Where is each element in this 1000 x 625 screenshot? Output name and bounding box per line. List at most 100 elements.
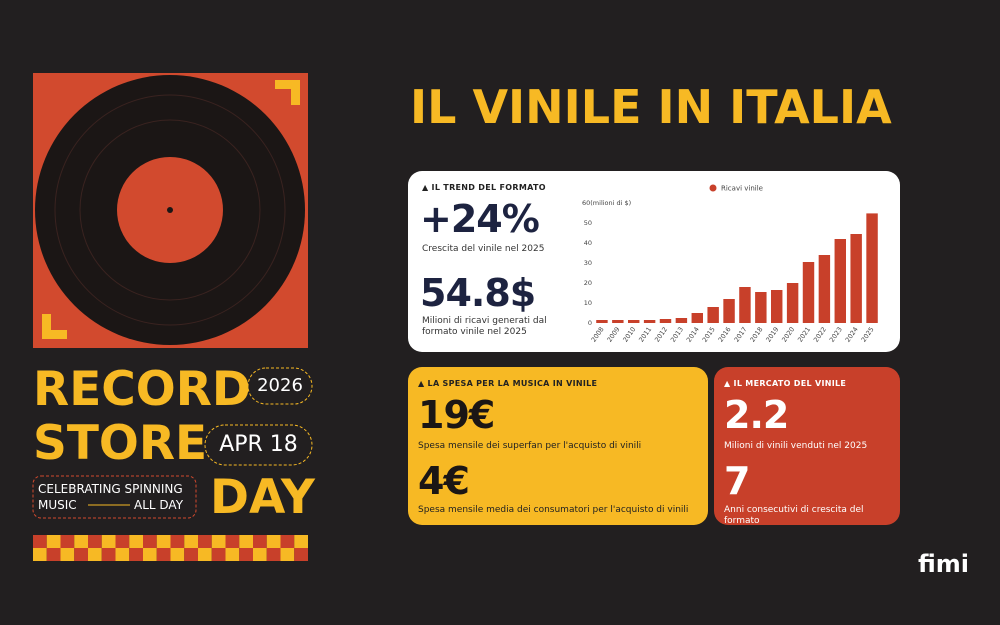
heading-text: LA SPESA PER LA MUSICA IN VINILE — [427, 379, 598, 388]
x-tick-label: 2014 — [685, 326, 701, 344]
desc: Spesa mensile media dei consumatori per … — [418, 505, 689, 515]
check — [170, 535, 185, 548]
tagline: ALL DAY — [134, 498, 184, 512]
date: APR 18 — [219, 432, 298, 457]
check — [184, 548, 198, 561]
check — [101, 535, 116, 548]
x-tick-label: 2012 — [653, 326, 669, 344]
heading-text: IL TREND DEL FORMATO — [431, 183, 546, 192]
bar — [612, 320, 624, 323]
x-tick-label: 2016 — [717, 326, 733, 344]
x-tick-label: 2009 — [605, 326, 621, 344]
x-tick-label: 2008 — [590, 326, 606, 344]
check — [129, 535, 143, 548]
x-tick-label: 2013 — [669, 326, 685, 344]
check — [198, 535, 212, 548]
desc: Milioni di ricavi generati dal formato v… — [422, 316, 547, 337]
title: IL VINILE IN ITALIA — [410, 80, 892, 134]
stat: 7 — [724, 459, 750, 503]
y-tick-label: 30 — [584, 259, 592, 267]
bar — [818, 255, 831, 323]
check — [60, 535, 75, 548]
tagline: CELEBRATING SPINNING — [38, 482, 183, 496]
y-tick-label: 50 — [584, 219, 592, 227]
x-tick-label: 2023 — [828, 326, 844, 344]
y-tick-label: 10 — [584, 299, 592, 307]
check — [239, 548, 253, 561]
x-tick-label: 2010 — [621, 326, 637, 344]
bar — [755, 292, 767, 323]
bar — [739, 287, 751, 323]
year: 2026 — [257, 375, 303, 396]
heading: ▲ LA SPESA PER LA MUSICA IN VINILE — [418, 379, 598, 388]
bar — [643, 320, 656, 323]
check — [266, 548, 281, 561]
poster-word: RECORD — [33, 362, 251, 417]
check — [253, 548, 267, 561]
check — [60, 548, 75, 561]
y-tick-label: 20 — [584, 279, 592, 287]
check — [33, 548, 47, 561]
desc: Milioni di vinili venduti nel 2025 — [724, 441, 868, 451]
poster-word: DAY — [210, 470, 315, 525]
bar — [628, 320, 640, 323]
tagline-box — [32, 475, 197, 519]
check — [225, 535, 240, 548]
stat: 2.2 — [724, 393, 789, 437]
stat: 4€ — [418, 459, 470, 503]
stat: 19€ — [418, 393, 495, 437]
check — [115, 535, 130, 548]
check — [46, 548, 61, 561]
check — [101, 548, 116, 561]
bar — [850, 234, 862, 323]
legend-label: Ricavi vinile — [721, 185, 763, 193]
bar — [659, 319, 672, 323]
bar — [866, 213, 878, 323]
bar — [771, 290, 783, 323]
stat: +24% — [420, 197, 540, 241]
corner — [275, 80, 300, 105]
mercato-card: ▲ IL MERCATO DEL VINILE 2.2 Milioni di v… — [714, 367, 900, 526]
legend-marker — [709, 184, 717, 192]
bar — [786, 283, 799, 323]
x-tick-label: 2020 — [780, 326, 796, 344]
y-tick-label: 60(milioni di $) — [582, 199, 631, 207]
x-tick-label: 2017 — [733, 326, 749, 344]
heading: ▲ IL MERCATO DEL VINILE — [724, 379, 847, 388]
check — [143, 548, 157, 561]
check — [170, 548, 185, 561]
check — [225, 548, 240, 561]
x-tick-label: 2015 — [701, 326, 717, 344]
check — [115, 548, 130, 561]
check — [74, 548, 88, 561]
desc: Spesa mensile dei superfan per l'acquist… — [418, 441, 642, 451]
hole — [167, 207, 173, 213]
check — [211, 535, 226, 548]
check — [239, 535, 253, 548]
x-tick-label: 2022 — [812, 326, 828, 344]
check — [280, 535, 295, 548]
bar — [723, 299, 735, 323]
check — [88, 535, 102, 548]
bar — [596, 320, 608, 323]
stat: 54.8$ — [420, 271, 536, 315]
bar — [691, 313, 703, 323]
bar — [707, 307, 719, 323]
check — [46, 535, 61, 548]
check — [198, 548, 212, 561]
desc: Anni consecutivi di crescita del formato — [724, 505, 864, 526]
groove — [79, 119, 261, 301]
bar — [675, 318, 688, 323]
heading: ▲ IL TREND DEL FORMATO — [422, 183, 546, 192]
x-tick-label: 2011 — [637, 326, 653, 344]
y-tick-label: 0 — [588, 319, 592, 327]
bar — [834, 239, 846, 323]
check — [33, 535, 47, 548]
spesa-card: ▲ LA SPESA PER LA MUSICA IN VINILE 19€ S… — [408, 367, 708, 525]
pill — [247, 367, 313, 405]
x-tick-label: 2021 — [796, 326, 812, 344]
x-tick-label: 2025 — [860, 326, 876, 344]
poster-word: STORE — [33, 416, 208, 471]
